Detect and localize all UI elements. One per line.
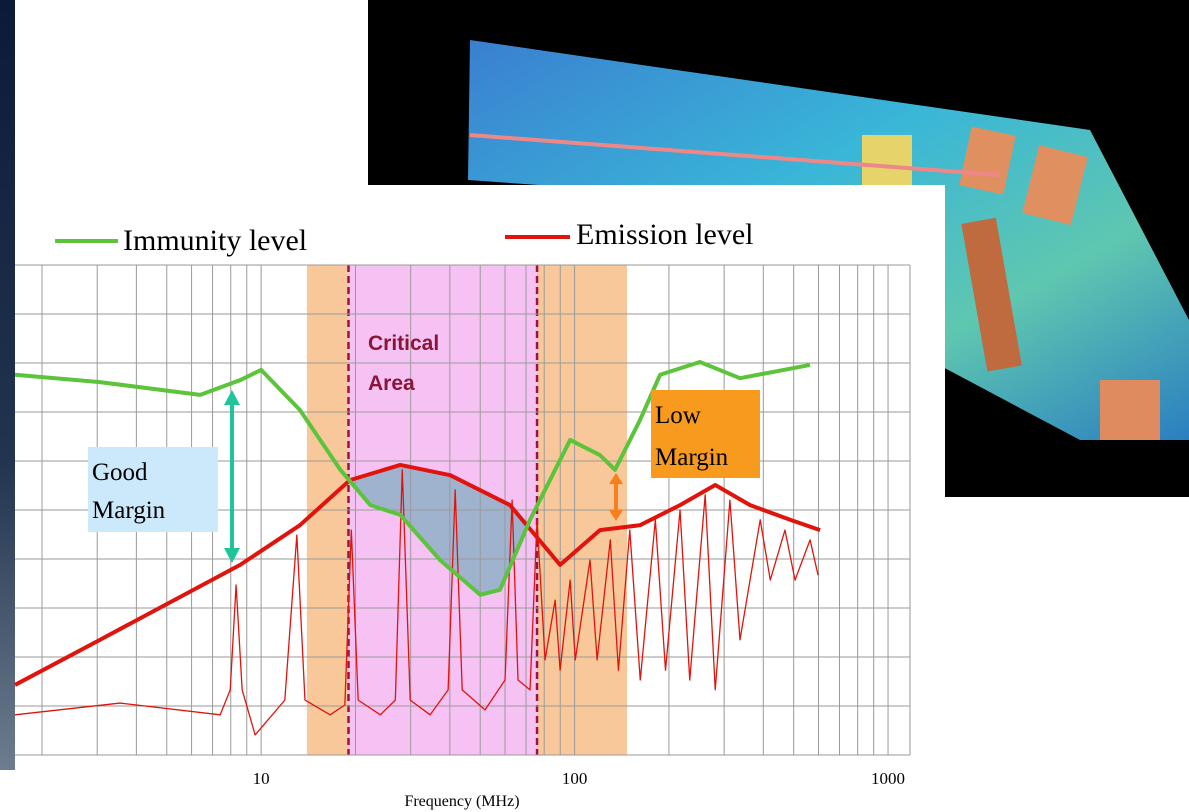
annotation: Good [92, 459, 148, 486]
photo-strip [0, 0, 15, 770]
good-margin-arrow [224, 390, 240, 563]
series-line [14, 462, 821, 687]
low-margin-arrow [609, 473, 623, 521]
data [14, 360, 821, 736]
x-tick-label: 10 [253, 769, 270, 788]
annotation: Area [368, 372, 415, 395]
series-line [14, 469, 819, 736]
x-axis-label: Frequency (MHz) [404, 793, 519, 810]
annotation: Margin [92, 497, 166, 524]
legend-label: Immunity level [123, 224, 307, 257]
annotation-box [651, 390, 760, 478]
x-tick-label: 100 [562, 769, 588, 788]
series-line [14, 360, 811, 597]
annotation: Critical [368, 332, 439, 355]
legend-label: Emission level [576, 218, 753, 251]
annotation: Low [655, 402, 701, 429]
annotations: Critical Area Good Margin Low Margin [88, 332, 760, 563]
annotation: Margin [655, 444, 729, 471]
annotation-box [88, 447, 218, 532]
x-tick-label: 1000 [871, 769, 905, 788]
critical-area [350, 464, 527, 595]
